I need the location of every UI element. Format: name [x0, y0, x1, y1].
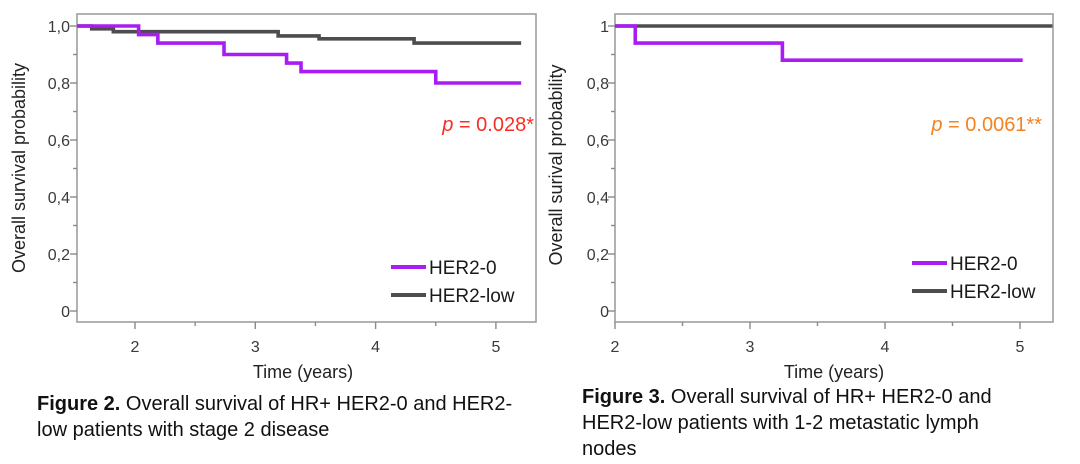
figure-3-survival-plot: 1 0,8 0,6 0,4 0,2 0 2 3 4 5 Time (years) Overall su… — [546, 13, 1054, 382]
y-axis-tick-label: 1 — [600, 19, 609, 36]
y-axis-tick-label: 0,8 — [587, 76, 609, 93]
y-axis-tick-label: 0 — [600, 304, 609, 321]
series-her2-0-curve — [615, 24, 1023, 62]
y-axis-tick-label: 0,6 — [48, 133, 70, 150]
figure-2-survival-plot: 1,0 0,8 0,6 0,4 0,2 0 2 3 4 5 Time (years) Overall … — [9, 13, 537, 382]
y-axis-label: Overall surival probability — [546, 64, 566, 265]
x-axis-tick-label: 2 — [131, 339, 140, 356]
legend-label-her2-0: HER2-0 — [429, 258, 497, 279]
x-axis-label: Time (years) — [253, 362, 353, 382]
x-axis-tick-label: 2 — [611, 339, 620, 356]
y-axis-label: Overall survival probability — [9, 63, 29, 273]
x-axis-tick-label: 4 — [371, 339, 380, 356]
y-axis-tick-label: 0,8 — [48, 76, 70, 93]
y-axis-tick-label: 0,2 — [48, 247, 70, 264]
legend-label-her2-low: HER2-low — [950, 282, 1036, 303]
p-value-annotation: p = 0.028* — [441, 114, 534, 136]
y-axis-tick-label: 1,0 — [48, 19, 70, 36]
figure-2-caption-text: Overall survival of HR+ HER2-0 and HER2-… — [37, 393, 513, 441]
x-axis-tick-label: 5 — [1016, 339, 1025, 356]
x-axis-tick-label: 4 — [881, 339, 890, 356]
series-her2-low-curve — [77, 24, 522, 45]
legend-label-her2-0: HER2-0 — [950, 254, 1018, 275]
p-value-annotation: p = 0.0061** — [930, 114, 1042, 136]
y-axis-tick-label: 0,4 — [587, 190, 609, 207]
figure-2-caption: Figure 2. Overall survival of HR+ HER2-0… — [37, 391, 517, 443]
y-axis-tick-label: 0,6 — [587, 133, 609, 150]
legend-label-her2-low: HER2-low — [429, 286, 515, 307]
x-axis-tick-label: 3 — [746, 339, 755, 356]
figure-2-caption-number: Figure 2. — [37, 393, 121, 415]
y-axis-tick-label: 0,2 — [587, 247, 609, 264]
figure-3-caption-text: Overall survival of HR+ HER2-0 and HER2-… — [582, 386, 992, 460]
figure-3-caption-number: Figure 3. — [582, 386, 666, 408]
x-axis-tick-label: 3 — [251, 339, 260, 356]
x-axis-label: Time (years) — [784, 362, 884, 382]
y-axis-tick-label: 0,4 — [48, 190, 70, 207]
y-axis-tick-label: 0 — [61, 304, 70, 321]
series-her2-0-curve — [77, 24, 522, 85]
figure-3-caption: Figure 3. Overall survival of HR+ HER2-0… — [582, 384, 1018, 462]
x-axis-tick-label: 5 — [491, 339, 500, 356]
